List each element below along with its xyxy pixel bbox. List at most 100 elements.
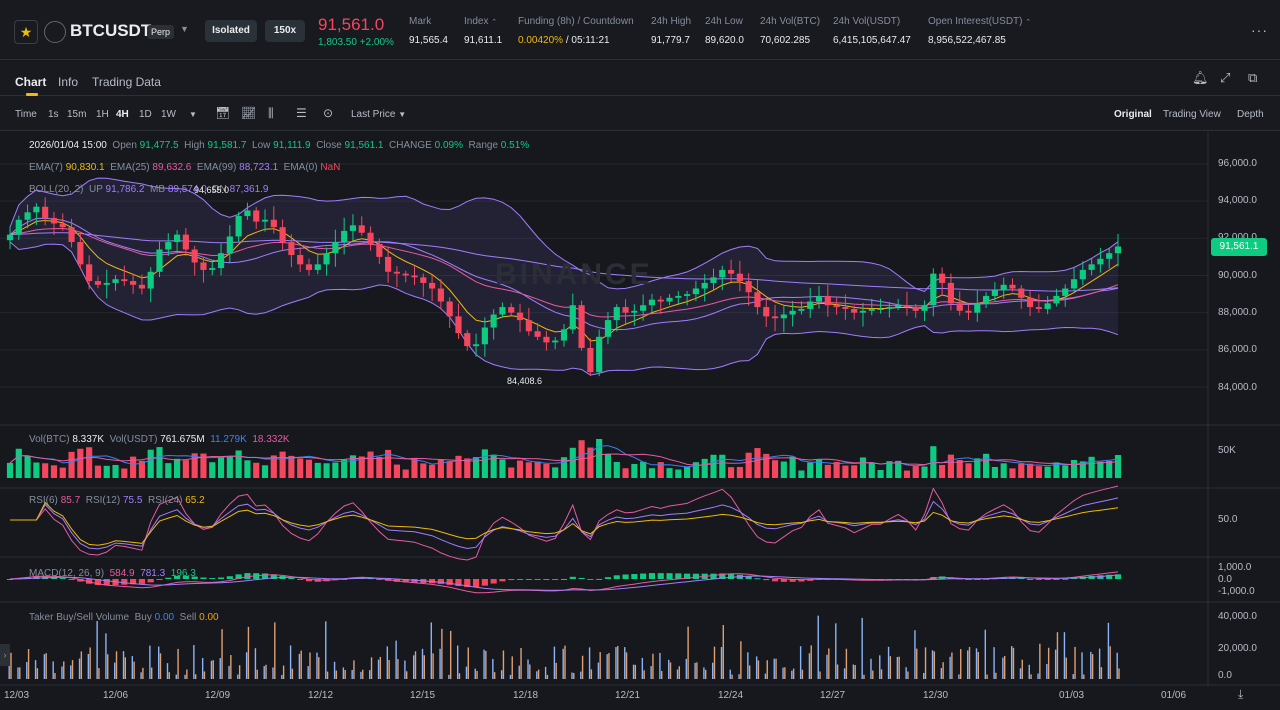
- volume-bar: [1026, 463, 1034, 478]
- date-tick: 12/30: [923, 690, 949, 701]
- taker-sell-bar: [71, 660, 74, 679]
- candle-body: [42, 206, 49, 218]
- expand-icon[interactable]: ⤢: [1220, 70, 1231, 85]
- crosshair-icon[interactable]: ⊙: [323, 106, 334, 120]
- taker-buy-label: Buy: [134, 612, 152, 623]
- more-options-icon[interactable]: ···: [1251, 22, 1268, 38]
- price-tick: 94,000.0: [1218, 195, 1257, 206]
- symbol-name[interactable]: BTCUSDT: [70, 21, 152, 40]
- interval-more-icon[interactable]: ▼: [189, 110, 197, 119]
- taker-sell-bar: [159, 653, 162, 679]
- taker-buy-bar: [632, 664, 635, 679]
- stat-value: 8,956,522,467.85: [928, 35, 1006, 46]
- tab-info[interactable]: Info: [58, 75, 79, 89]
- macd-histogram-bar: [710, 573, 717, 579]
- stat-label-text: Index: [464, 16, 489, 27]
- interval-1s[interactable]: 1s: [48, 109, 59, 120]
- taker-buy-bar: [17, 667, 19, 679]
- taker-sell-bar: [168, 672, 170, 679]
- taker-buy-bar: [175, 674, 177, 679]
- volume-bar: [983, 453, 990, 478]
- volume-bar: [156, 447, 163, 478]
- taker-sell-bar: [652, 653, 654, 679]
- taker-buy-bar: [430, 622, 432, 679]
- vol-btc-value: 8.337K: [72, 434, 105, 445]
- taker-buy-bar: [870, 658, 872, 679]
- macd-histogram-bar: [1114, 574, 1122, 579]
- taker-sell-bar: [1003, 655, 1006, 679]
- taker-buy-bar: [52, 661, 54, 679]
- boll-mb-label: MB: [150, 184, 166, 195]
- stat-label: Funding (8h) / Countdown: [518, 16, 634, 27]
- taker-buy-bar: [281, 674, 283, 679]
- popout-icon[interactable]: ⧉: [1248, 70, 1258, 85]
- price-type-select[interactable]: Last Price ▼: [351, 109, 406, 120]
- bell-icon[interactable]: 🔔︎: [1192, 70, 1209, 85]
- interval-15m[interactable]: 15m: [67, 109, 87, 120]
- candle-body: [121, 279, 128, 282]
- taker-buy-bar: [1054, 649, 1057, 679]
- taker-sell-bar: [713, 646, 716, 679]
- tab-chart[interactable]: Chart: [15, 75, 47, 89]
- taker-sell-bar: [177, 648, 179, 679]
- favorite-star-icon[interactable]: ★: [14, 20, 38, 44]
- side-panel-toggle[interactable]: ›: [0, 644, 10, 666]
- price-chart[interactable]: [0, 132, 1280, 687]
- volume-bar: [393, 464, 400, 478]
- funding-rate: 0.00420%: [518, 35, 564, 46]
- calendar-icon[interactable]: 📅︎: [215, 106, 231, 120]
- taker-sell-bar: [36, 668, 39, 679]
- taker-buy-bar: [808, 653, 811, 679]
- view-trading-view[interactable]: Trading View: [1163, 109, 1221, 120]
- candle-body: [112, 279, 119, 283]
- interval-4h[interactable]: 4H: [116, 109, 129, 120]
- leverage-button[interactable]: 150x: [265, 20, 305, 42]
- candle-style-icon[interactable]: ⫼: [268, 106, 274, 120]
- boll-dn-value: 87,361.9: [229, 184, 269, 195]
- boll-dn-label: DN: [212, 184, 227, 195]
- taker-sell-bar: [485, 650, 487, 679]
- volume-bar: [921, 466, 928, 478]
- taker-sell-bar: [590, 669, 593, 679]
- interval-1d[interactable]: 1D: [139, 109, 152, 120]
- stat-funding: Funding (8h) / Countdown 0.00420% / 05:1…: [518, 16, 634, 46]
- interval-1h[interactable]: 1H: [96, 109, 109, 120]
- volume-bar: [798, 470, 805, 478]
- volume-bar: [965, 463, 972, 478]
- macd-histogram-bar: [780, 579, 787, 582]
- volume-bar: [710, 454, 717, 478]
- volume-bar: [789, 456, 796, 478]
- candle-body: [24, 212, 31, 220]
- margin-mode-button[interactable]: Isolated: [205, 20, 257, 42]
- scale-reset-icon[interactable]: ⤓: [1238, 687, 1244, 701]
- taker-buy-bar: [395, 640, 397, 679]
- candle-body: [631, 310, 638, 313]
- view-original[interactable]: Original: [1114, 109, 1152, 120]
- macd-histogram-bar: [560, 578, 568, 580]
- tab-bar: Chart Info Trading Data: [0, 62, 1280, 96]
- stat-value: 0.00420% / 05:11:21: [518, 35, 634, 46]
- interval-1w[interactable]: 1W: [161, 109, 176, 120]
- taker-buy-bar: [1107, 622, 1110, 679]
- taker-sell-bar: [458, 673, 461, 679]
- interval-time[interactable]: Time: [15, 109, 37, 120]
- macd-histogram-bar: [974, 579, 981, 580]
- macd-legend: MACD(12, 26, 9) 584.9 781.3 196.3: [29, 568, 196, 579]
- taker-buy-bar: [342, 667, 345, 679]
- taker-sell-bar: [854, 665, 856, 679]
- candle-body: [1114, 246, 1122, 254]
- tab-trading-data[interactable]: Trading Data: [92, 75, 161, 89]
- stat-value: 91,779.7: [651, 35, 690, 46]
- indicator-icon[interactable]: 📈︎: [241, 106, 257, 120]
- settings-icon[interactable]: ☰: [296, 106, 307, 120]
- taker-sell-bar: [150, 667, 153, 679]
- view-depth[interactable]: Depth: [1237, 109, 1264, 120]
- vol-usdt-value: 761.675M: [160, 434, 205, 445]
- taker-buy-bar: [184, 674, 186, 679]
- symbol-chevron-down-icon[interactable]: ▼: [180, 24, 189, 34]
- macd-histogram-bar: [411, 579, 418, 583]
- taker-buy-bar: [975, 648, 978, 679]
- taker-buy-bar: [650, 666, 652, 679]
- taker-sell-bar: [238, 665, 241, 679]
- macd-histogram-bar: [552, 579, 559, 580]
